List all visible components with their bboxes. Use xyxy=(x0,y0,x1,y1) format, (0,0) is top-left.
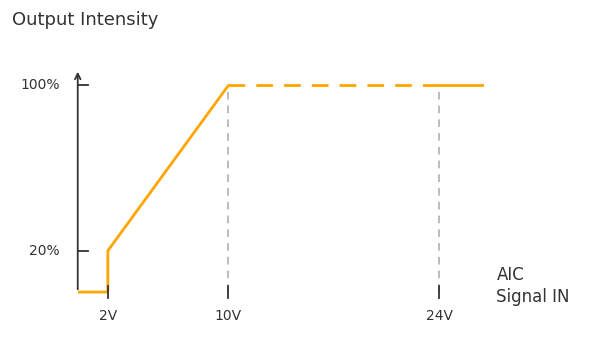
Text: 2V: 2V xyxy=(99,309,117,323)
Text: 100%: 100% xyxy=(20,78,60,93)
Text: 24V: 24V xyxy=(426,309,453,323)
Text: AIC
Signal IN: AIC Signal IN xyxy=(496,266,570,306)
Text: Output Intensity: Output Intensity xyxy=(12,11,158,29)
Text: 20%: 20% xyxy=(29,244,60,258)
Text: 10V: 10V xyxy=(215,309,242,323)
